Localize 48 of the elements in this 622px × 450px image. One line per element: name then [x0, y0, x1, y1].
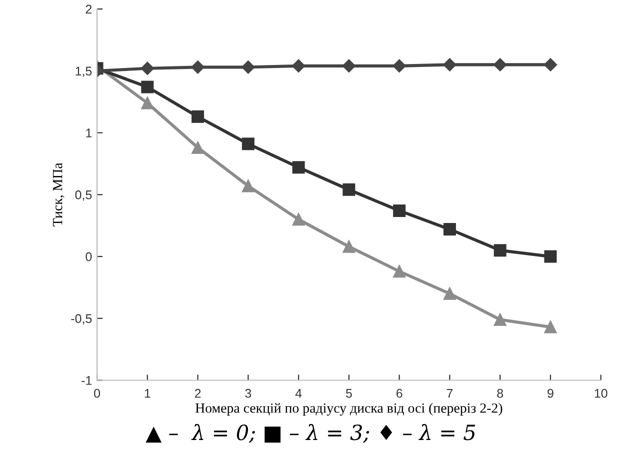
text: ▲ – λ = 0; ■ – λ = 3; ♦ – λ = 5: [146, 424, 476, 443]
y-axis-title: Тиск, МПа: [53, 162, 64, 226]
x-tick-label: 2: [194, 388, 201, 398]
x-tick-label: 8: [497, 388, 504, 398]
x-tick-label: 5: [346, 389, 352, 398]
x-tick-label: 0: [94, 388, 100, 398]
point: [342, 59, 356, 73]
point: [494, 58, 507, 72]
x-tick-label: 3: [245, 388, 252, 398]
point: [393, 204, 406, 217]
point: [443, 58, 456, 72]
x-tick-label: 1: [144, 389, 150, 398]
point: [141, 80, 154, 94]
point: [192, 141, 204, 154]
point: [242, 180, 254, 192]
x-tick-label: 7: [446, 389, 453, 398]
point: [292, 213, 305, 226]
x-tick-label: 4: [295, 389, 302, 398]
y-tick-label: -0,5: [71, 314, 92, 325]
point: [342, 240, 356, 253]
point: [342, 183, 356, 196]
point: [292, 161, 305, 174]
y-tick-label: -1: [82, 376, 92, 385]
point: [191, 60, 204, 74]
point: [392, 59, 406, 73]
y-tick-label: 2: [86, 4, 92, 14]
point: [494, 244, 506, 257]
y-tick-label: 1,5: [76, 66, 92, 78]
y-tick-label: 0,5: [75, 190, 92, 201]
y-tick-label: 0: [86, 252, 92, 262]
point: [192, 110, 204, 123]
point: [544, 250, 557, 263]
x-tick-label: 9: [548, 388, 554, 398]
point: [242, 138, 254, 150]
x-axis-title: Номера секцій по радіусу диска від осі (переріз 2-2): [195, 403, 502, 416]
point: [141, 96, 154, 110]
point: [393, 265, 406, 278]
x-tick-label: 6: [396, 388, 402, 398]
point: [443, 223, 456, 236]
point: [242, 60, 255, 74]
point: [544, 58, 558, 72]
x-tick-label: 10: [594, 388, 608, 398]
point: [494, 313, 506, 326]
point: [292, 59, 306, 73]
y-tick-label: 1: [86, 128, 92, 138]
point: [140, 62, 154, 75]
point: [443, 287, 456, 300]
point: [544, 320, 557, 334]
